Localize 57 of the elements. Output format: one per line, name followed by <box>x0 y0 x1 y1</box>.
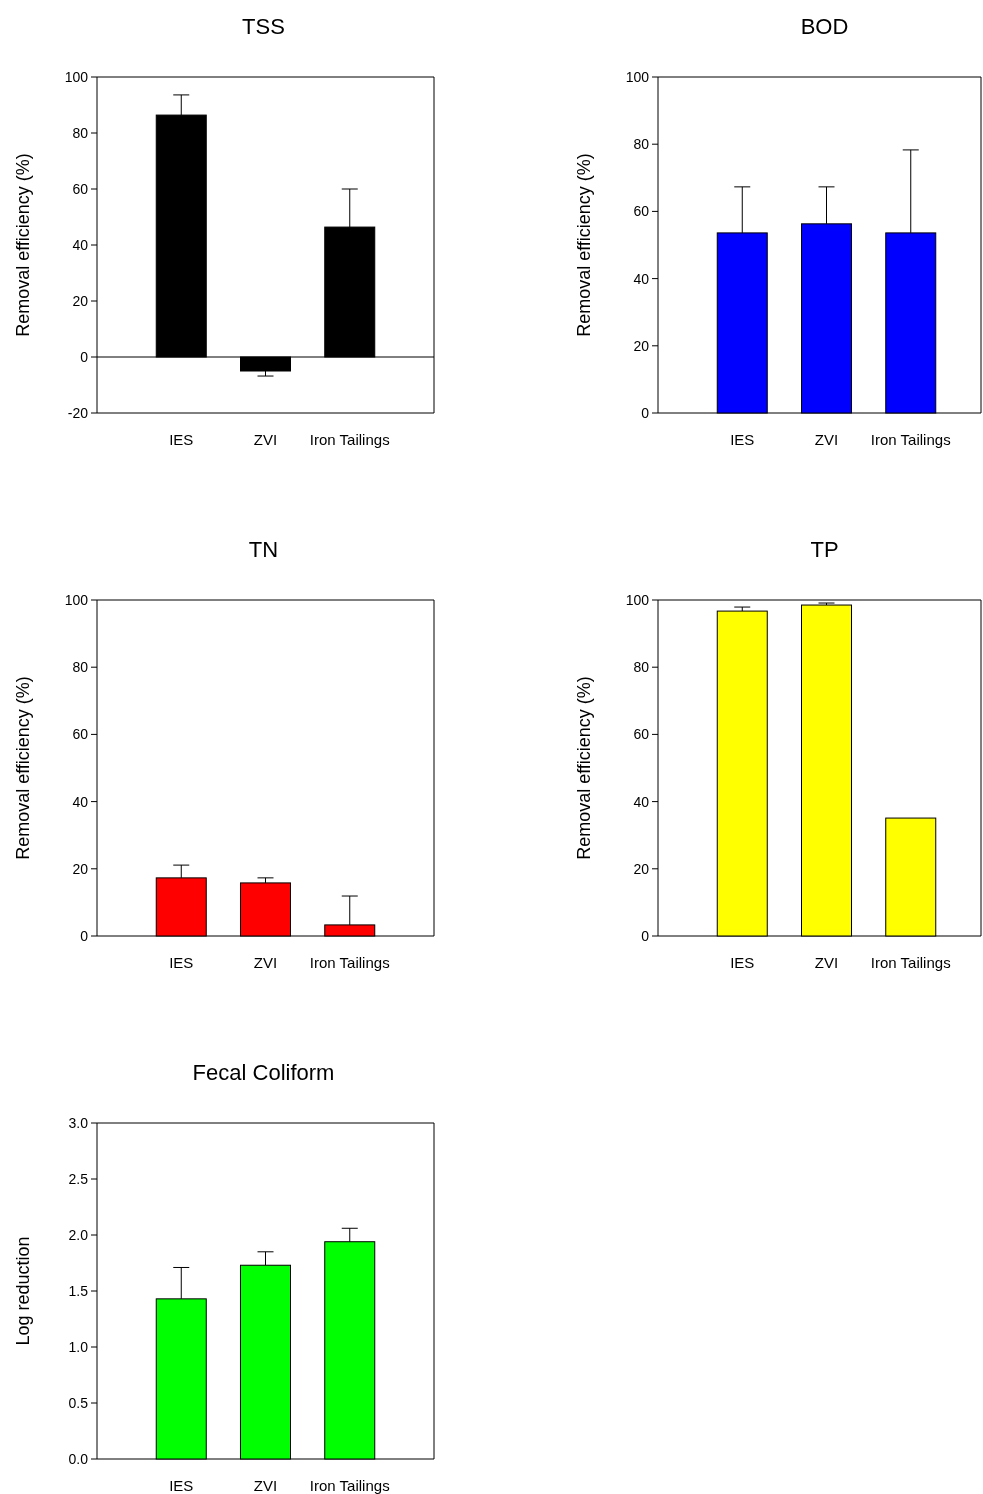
y-tick-label: 0.5 <box>68 1394 89 1411</box>
y-tick-label: 1.5 <box>68 1282 89 1299</box>
x-tick-label: Iron Tailings <box>309 954 390 971</box>
x-tick-label: IES <box>169 1477 194 1494</box>
chart-title: TP <box>810 537 839 562</box>
y-tick-label: 80 <box>72 659 89 676</box>
y-tick-label: 20 <box>633 337 650 354</box>
y-axis-title: Removal efficiency (%) <box>13 153 33 337</box>
chart-title: BOD <box>800 14 849 39</box>
x-tick-label: ZVI <box>814 954 839 971</box>
x-tick-label: ZVI <box>253 431 278 448</box>
y-tick-label: 80 <box>633 659 650 676</box>
y-tick-label: 20 <box>72 860 89 877</box>
y-tick-label: -20 <box>67 404 89 421</box>
x-tick-label: IES <box>730 954 755 971</box>
chart-title: TN <box>248 537 279 562</box>
y-tick-label: 0 <box>641 404 650 421</box>
y-tick-label: 40 <box>72 793 89 810</box>
y-tick-label: 2.5 <box>68 1170 89 1187</box>
x-tick-label: Iron Tailings <box>870 431 951 448</box>
chart-title: Fecal Coliform <box>192 1060 335 1085</box>
y-tick-label: 40 <box>72 236 89 253</box>
y-tick-label: 60 <box>72 726 89 743</box>
y-tick-label: 20 <box>633 860 650 877</box>
y-tick-label: 3.0 <box>68 1114 89 1131</box>
x-tick-label: Iron Tailings <box>870 954 951 971</box>
y-axis-title: Removal efficiency (%) <box>574 153 594 337</box>
y-tick-label: 60 <box>633 726 650 743</box>
y-tick-label: 80 <box>72 124 89 141</box>
y-tick-label: 0 <box>80 348 89 365</box>
y-tick-label: 100 <box>625 591 650 608</box>
x-tick-label: Iron Tailings <box>309 1477 390 1494</box>
y-tick-label: 20 <box>72 292 89 309</box>
y-tick-label: 0 <box>641 927 650 944</box>
x-tick-label: IES <box>169 954 194 971</box>
y-tick-label: 60 <box>633 203 650 220</box>
y-axis-title: Removal efficiency (%) <box>13 676 33 860</box>
chart-title: TSS <box>242 14 285 39</box>
y-tick-label: 60 <box>72 180 89 197</box>
y-tick-label: 1.0 <box>68 1338 89 1355</box>
x-tick-label: ZVI <box>253 954 278 971</box>
x-tick-label: ZVI <box>814 431 839 448</box>
y-tick-label: 2.0 <box>68 1226 89 1243</box>
y-tick-label: 0 <box>80 927 89 944</box>
y-tick-label: 40 <box>633 793 650 810</box>
y-tick-label: 80 <box>633 136 650 153</box>
y-axis-title: Removal efficiency (%) <box>574 676 594 860</box>
y-axis-title: Log reduction <box>13 1236 33 1346</box>
y-tick-label: 100 <box>64 591 89 608</box>
y-tick-label: 100 <box>64 68 89 85</box>
x-tick-label: IES <box>730 431 755 448</box>
x-tick-label: ZVI <box>253 1477 278 1494</box>
x-tick-label: IES <box>169 431 194 448</box>
y-tick-label: 40 <box>633 270 650 287</box>
y-tick-label: 100 <box>625 68 650 85</box>
x-tick-label: Iron Tailings <box>309 431 390 448</box>
y-tick-label: 0.0 <box>68 1450 89 1467</box>
